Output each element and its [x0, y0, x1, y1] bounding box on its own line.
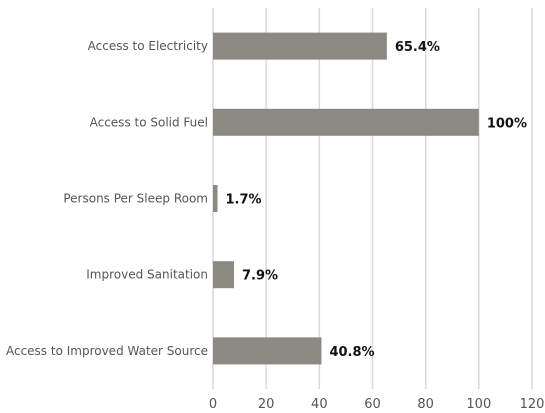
bars — [213, 32, 479, 365]
x-tick-label: 80 — [417, 397, 434, 412]
category-label: Access to Improved Water Source — [6, 344, 208, 358]
x-tick-label: 100 — [466, 397, 491, 412]
data-label: 40.8% — [329, 345, 374, 360]
bar-2 — [213, 185, 218, 212]
bar-0 — [213, 32, 387, 60]
data-label: 100% — [487, 116, 527, 131]
data-label: 7.9% — [242, 269, 278, 284]
data-label: 65.4% — [395, 40, 440, 55]
category-label: Access to Electricity — [88, 39, 208, 53]
x-tick-label: 40 — [311, 397, 328, 412]
bar-3 — [213, 261, 235, 289]
x-tick-label: 120 — [520, 397, 545, 412]
category-label: Improved Sanitation — [86, 268, 208, 282]
category-label: Access to Solid Fuel — [90, 115, 208, 129]
gridlines — [212, 8, 533, 389]
bar-1 — [213, 108, 479, 136]
data-label: 1.7% — [226, 193, 262, 208]
x-tick-label: 60 — [364, 397, 381, 412]
category-label: Persons Per Sleep Room — [63, 192, 208, 206]
x-tick-label: 20 — [258, 397, 275, 412]
x-tick-label: 0 — [209, 397, 217, 412]
bar-4 — [213, 337, 322, 365]
labels: 0 20 40 60 80 100 120 Access to Electricity 65.4… — [6, 39, 544, 412]
